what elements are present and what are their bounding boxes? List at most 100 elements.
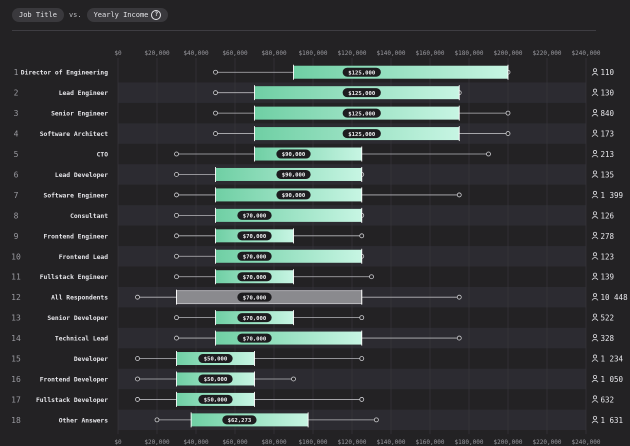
person-icon xyxy=(591,395,599,403)
x-tick-label-top: $40,000 xyxy=(183,50,209,57)
whisker-low-dot xyxy=(174,233,179,239)
person-icon-head xyxy=(593,374,598,379)
range-bar[interactable] xyxy=(293,65,509,79)
median-pill xyxy=(237,292,272,302)
person-icon-body xyxy=(591,216,599,219)
median-pill xyxy=(222,415,257,425)
median-label: $50,000 xyxy=(204,357,228,363)
help-icon[interactable]: ? xyxy=(151,10,162,20)
x-tick-label-bottom: $0 xyxy=(114,439,122,446)
person-icon-body xyxy=(591,420,599,424)
median-pill xyxy=(198,354,233,364)
chart-header: Job Title vs. Yearly Income? xyxy=(12,8,169,22)
whisker-low-dot xyxy=(174,212,179,218)
person-icon xyxy=(591,109,599,117)
whisker-low-dot xyxy=(135,397,140,402)
person-icon xyxy=(591,88,599,97)
person-icon-head xyxy=(593,313,598,318)
row-count: 126 xyxy=(601,211,615,220)
person-icon-body xyxy=(591,236,599,240)
row-rank: 2 xyxy=(14,89,19,98)
row-label: Senior Developer xyxy=(47,314,108,322)
median-label: $70,000 xyxy=(243,316,267,322)
x-tick-label-top: $200,000 xyxy=(494,50,523,57)
x-tick-label-top: $120,000 xyxy=(338,50,367,57)
row-count: 1 631 xyxy=(601,416,624,425)
row-label: CTO xyxy=(97,152,109,159)
person-icon-body xyxy=(591,318,599,322)
median-pill xyxy=(237,210,272,220)
row-label: Senior Engineer xyxy=(51,110,108,118)
job-title-pill[interactable]: Job Title xyxy=(12,8,64,22)
median-pill xyxy=(276,149,311,159)
row-label: Frontend Engineer xyxy=(44,232,109,240)
median-label: $125,000 xyxy=(348,70,376,76)
whisker-low-dot xyxy=(213,90,218,96)
person-icon-body xyxy=(591,257,599,260)
row-count: 10 448 xyxy=(601,293,629,302)
person-icon xyxy=(591,313,599,322)
x-tick-label-bottom: $140,000 xyxy=(377,439,406,446)
person-icon xyxy=(591,415,599,424)
whisker-low-dot xyxy=(135,294,140,300)
row-count: 522 xyxy=(601,314,615,323)
whisker-high-dot xyxy=(369,274,374,280)
median-label: $70,000 xyxy=(243,336,267,342)
whisker-high-dot xyxy=(291,376,296,382)
median-pill xyxy=(198,394,233,404)
row-label: Frontend Developer xyxy=(40,376,108,383)
whisker-high-dot xyxy=(373,417,379,423)
person-icon xyxy=(591,272,599,281)
row-rank: 9 xyxy=(14,232,19,241)
row-count: 632 xyxy=(601,395,615,404)
whisker-low-dot xyxy=(174,253,179,259)
x-tick-label-bottom: $160,000 xyxy=(416,439,445,446)
row-rank: 16 xyxy=(11,375,21,384)
row-label: Director of Engineering xyxy=(21,69,108,77)
whisker-low-dot xyxy=(174,274,179,280)
person-icon xyxy=(591,190,599,199)
person-icon-head xyxy=(593,109,598,114)
whisker-low-dot xyxy=(135,376,140,382)
x-tick-label-top: $220,000 xyxy=(533,50,562,57)
person-icon-head xyxy=(593,170,598,175)
person-icon-body xyxy=(591,379,599,383)
median-label: $70,000 xyxy=(243,214,267,220)
row-label: Fullstack Developer xyxy=(36,397,108,404)
person-icon xyxy=(591,374,599,383)
person-icon xyxy=(591,129,599,138)
person-icon-body xyxy=(591,134,599,138)
row-label: Frontend Lead xyxy=(59,254,108,261)
row-label: Consultant xyxy=(70,213,108,220)
whisker-high-dot xyxy=(359,397,365,402)
person-icon xyxy=(591,354,599,362)
row-count: 135 xyxy=(601,170,615,179)
row-rank: 17 xyxy=(11,395,21,404)
person-icon xyxy=(591,211,599,219)
median-label: $70,000 xyxy=(243,254,267,260)
row-rank: 14 xyxy=(11,334,21,343)
whisker-low-dot xyxy=(154,417,160,423)
whisker-low-dot xyxy=(174,151,179,157)
median-label: $90,000 xyxy=(282,152,306,158)
x-tick-label-bottom: $100,000 xyxy=(299,439,328,446)
median-label: $70,000 xyxy=(243,295,267,301)
person-icon-head xyxy=(593,415,598,420)
whisker-low-dot xyxy=(174,172,179,177)
row-rank: 11 xyxy=(11,273,21,282)
whisker-high-dot xyxy=(505,110,511,116)
row-rank: 3 xyxy=(14,109,19,118)
person-icon-body xyxy=(591,175,599,178)
x-tick-label-top: $140,000 xyxy=(377,50,406,57)
x-tick-label-bottom: $20,000 xyxy=(144,439,170,446)
row-label: Software Engineer xyxy=(44,191,109,199)
person-icon-head xyxy=(593,211,598,216)
whisker-low-dot xyxy=(135,356,140,361)
person-icon xyxy=(591,150,599,158)
whisker-high-dot xyxy=(486,151,491,157)
x-tick-label-top: $20,000 xyxy=(144,50,170,57)
yearly-income-pill[interactable]: Yearly Income? xyxy=(86,8,169,22)
median-label: $90,000 xyxy=(282,193,306,199)
row-label: Lead Engineer xyxy=(59,89,108,97)
